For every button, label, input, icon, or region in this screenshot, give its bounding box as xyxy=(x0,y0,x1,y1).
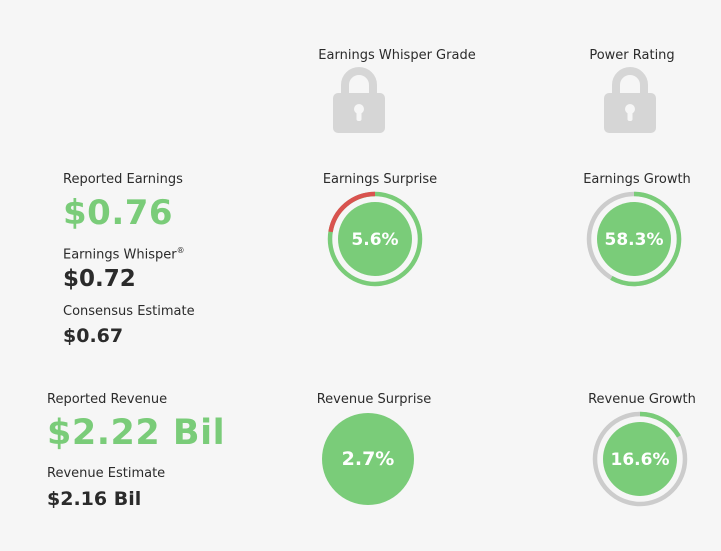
earnings-growth-gauge: 58.3% xyxy=(586,191,682,287)
gauge-progress-arc xyxy=(327,191,423,287)
revenue-estimate-value: $2.16 Bil xyxy=(47,488,142,510)
revenue-growth-value: 16.6% xyxy=(611,450,670,470)
earnings-whisper-grade-label: Earnings Whisper Grade xyxy=(318,48,476,63)
revenue-surprise-label: Revenue Surprise xyxy=(316,392,432,407)
reported-earnings-label: Reported Earnings xyxy=(63,172,183,187)
gauge-center xyxy=(603,422,677,496)
revenue-growth-label: Revenue Growth xyxy=(588,392,696,407)
revenue-surprise-gauge: 2.7% xyxy=(322,413,414,505)
gauge-center xyxy=(322,413,414,505)
revenue-growth-gauge: 16.6% xyxy=(592,411,688,507)
gauge-center xyxy=(597,202,671,276)
power-rating-label: Power Rating xyxy=(589,48,675,63)
lock-icon xyxy=(604,67,656,133)
lock-icon xyxy=(333,67,385,133)
gauge-center xyxy=(338,202,412,276)
reported-revenue-label: Reported Revenue xyxy=(47,392,168,407)
earnings-surprise-value: 5.6% xyxy=(351,230,398,250)
consensus-estimate-label: Consensus Estimate xyxy=(63,304,195,319)
consensus-estimate-value: $0.67 xyxy=(63,325,124,347)
earnings-growth-label: Earnings Growth xyxy=(583,172,691,187)
earnings-surprise-gauge: 5.6% xyxy=(327,191,423,287)
earnings-surprise-label: Earnings Surprise xyxy=(322,172,438,187)
gauge-progress-arc xyxy=(586,191,682,287)
reported-earnings-value: $0.76 xyxy=(63,193,174,233)
revenue-estimate-label: Revenue Estimate xyxy=(47,466,166,481)
gauge-progress-arc xyxy=(592,411,688,507)
reported-revenue-value: $2.22 Bil xyxy=(47,413,226,453)
registered-mark: ® xyxy=(176,246,185,255)
earnings-whisper-label: Earnings Whisper® xyxy=(63,246,185,263)
earnings-whisper-value: $0.72 xyxy=(63,266,136,292)
earnings-growth-value: 58.3% xyxy=(605,230,664,250)
revenue-surprise-value: 2.7% xyxy=(342,448,395,470)
